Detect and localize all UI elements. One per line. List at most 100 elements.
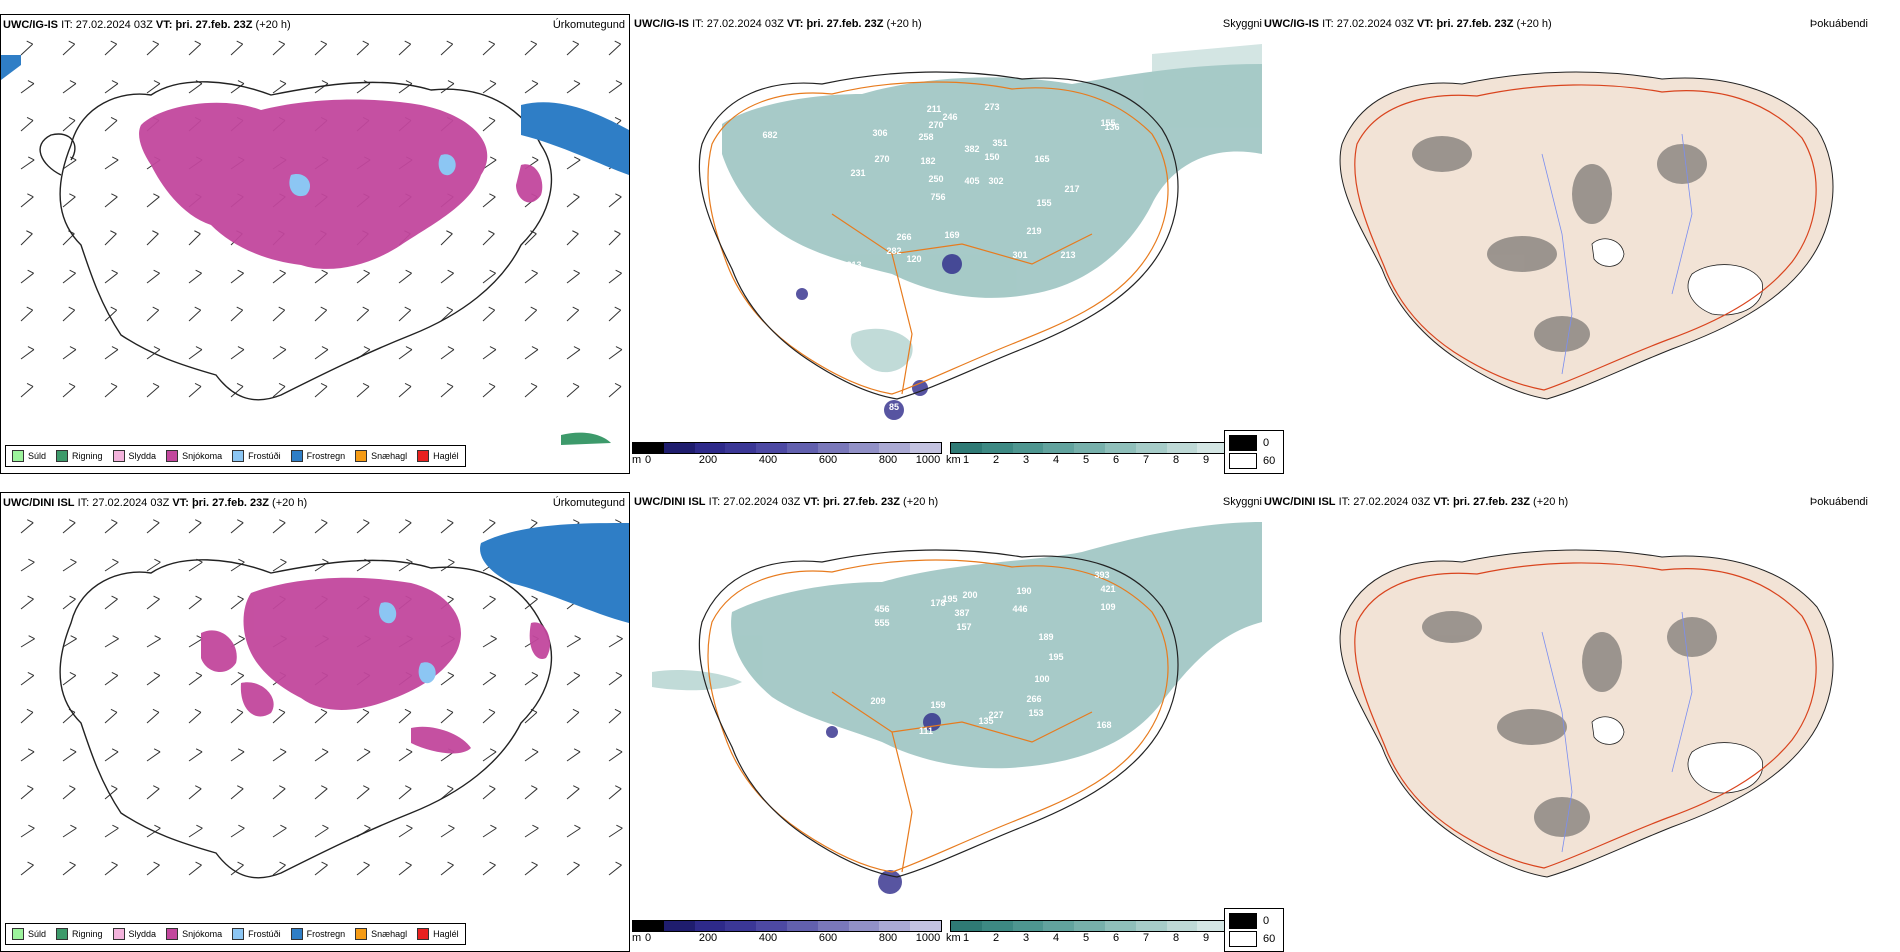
wind-barb (146, 595, 160, 610)
precip-type-panel-top: UWC/IG-IS IT: 27.02.2024 03Z VT: þri. 27… (0, 14, 630, 474)
wind-barb (398, 558, 413, 572)
wind-barb (146, 230, 159, 246)
wind-barb (524, 785, 538, 800)
legend-item-sudl: Súld (12, 928, 46, 940)
wind-barb (188, 595, 202, 610)
wind-barb (230, 383, 244, 398)
wind-barb (314, 40, 328, 56)
wind-barb (146, 748, 161, 762)
cloud-base-label: 109 (1100, 602, 1115, 612)
wind-barb (104, 861, 118, 876)
wind-barb (440, 40, 454, 56)
fog-shading (1422, 611, 1717, 837)
legend-item-rigning: Rigning (56, 450, 103, 462)
rivers (1541, 611, 1693, 853)
wind-barb (146, 824, 161, 838)
wind-barb (566, 861, 580, 876)
wind-barb (104, 269, 118, 284)
cloud-base-label: 169 (944, 230, 959, 240)
wind-barb (62, 346, 77, 360)
wind-barb (230, 785, 244, 800)
wind-barb (608, 861, 622, 876)
wind-barb (146, 40, 160, 56)
wind-barb (272, 306, 286, 322)
legend-item-slydda: Slydda (112, 928, 156, 940)
wind-barb (62, 595, 76, 610)
colorbar-cells (632, 442, 942, 454)
colorbar-tick: 200 (698, 454, 718, 466)
wind-barb (188, 785, 202, 800)
wind-barb (272, 80, 287, 94)
wind-barb (146, 193, 160, 208)
wind-barb (272, 785, 286, 800)
wind-barb (62, 824, 77, 838)
wind-barb (524, 346, 539, 360)
fog-map (1339, 549, 1834, 878)
colorbar-tick: 7 (1142, 454, 1150, 466)
wind-barb (272, 269, 286, 284)
wind-barb (230, 671, 245, 686)
cloud-base-label: 85 (889, 402, 899, 412)
cloud-base-label: 195 (942, 594, 957, 604)
colorbar-tick: 400 (758, 932, 778, 944)
panel-type-label: Úrkomutegund (552, 19, 625, 31)
wind-barb (20, 824, 35, 838)
wind-barb (104, 383, 118, 398)
legend-swatch (232, 450, 245, 462)
legend-swatch (12, 450, 24, 462)
cloud-base-label: 195 (1048, 652, 1063, 662)
cloud-base-label: 393 (1094, 570, 1109, 580)
cloud-base-label: 150 (984, 152, 999, 162)
cloud-base-label: 250 (928, 174, 943, 184)
wind-barb (524, 748, 539, 762)
fog-swatch (1229, 453, 1257, 469)
wind-barb (440, 708, 454, 724)
panel-type-label: Þokuábendi (1809, 18, 1868, 30)
fog-swatch (1229, 435, 1257, 451)
wind-barb (230, 519, 244, 534)
colorbar-tick: 3 (1022, 932, 1030, 944)
wind-barb (566, 306, 580, 322)
wind-barb (566, 785, 580, 800)
wind-barb (272, 708, 286, 724)
colorbar-tick: 2 (992, 932, 1000, 944)
wind-barb (524, 40, 538, 56)
wind-barb (398, 708, 412, 724)
wind-barb (20, 519, 34, 534)
precip-type-panel-bottom: UWC/DINI ISL IT: 27.02.2024 03Z VT: þri.… (0, 492, 630, 952)
colorbar-tick: 5 (1082, 454, 1090, 466)
wind-barb (482, 306, 496, 322)
rivers (1541, 133, 1693, 375)
wind-barb (230, 748, 245, 762)
wind-barb (524, 595, 538, 610)
colorbar-unit: m (632, 932, 642, 944)
iceland-outline (39, 81, 553, 401)
cloud-base-label: 351 (992, 138, 1007, 148)
wind-barb (608, 785, 622, 800)
colorbar-unit: m (632, 454, 642, 466)
cloud-base-label: 209 (870, 696, 885, 706)
cloud-base-label: 143 (904, 876, 919, 886)
cloud-base-label: 189 (1038, 632, 1053, 642)
cloud-base-label: 421 (1100, 584, 1115, 594)
cloud-base-label: 100 (1034, 674, 1049, 684)
wind-barb (230, 40, 244, 56)
panel-header: UWC/IG-IS IT: 27.02.2024 03Z VT: þri. 27… (634, 18, 922, 30)
fog-swatch (1229, 931, 1257, 947)
colorbar-tick: 6 (1112, 454, 1120, 466)
cloud-base-label: 182 (920, 156, 935, 166)
wind-barb (482, 635, 497, 648)
frostudi-areas (289, 154, 456, 197)
cloud-base-label: 190 (1016, 586, 1031, 596)
colorbar-tick: 9 (1202, 454, 1210, 466)
wind-barb (398, 80, 413, 94)
wind-barb (398, 40, 412, 56)
wind-barb (608, 635, 623, 648)
frostregn-areas (1, 55, 629, 445)
fog-shading (1412, 136, 1707, 352)
wind-barb (230, 558, 245, 572)
panel-type-label: Skyggni (1222, 18, 1262, 30)
cloud-base-label: 136 (1104, 122, 1119, 132)
legend-item-haglel: Haglél (417, 450, 459, 462)
